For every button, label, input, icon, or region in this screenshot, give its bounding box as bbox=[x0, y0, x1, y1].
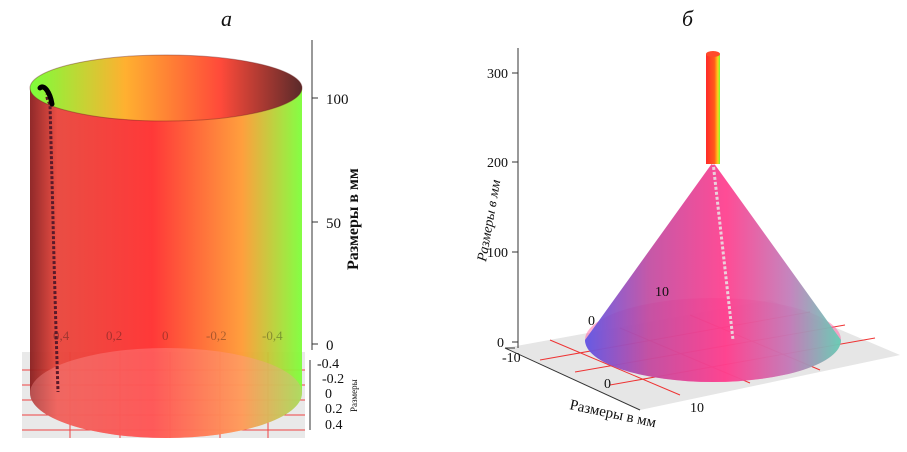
cone-seam bbox=[711, 161, 735, 341]
floor-tick: 0 bbox=[325, 387, 332, 402]
x-tick: 0 bbox=[604, 377, 611, 392]
z-tick-label: 0 bbox=[497, 336, 504, 351]
inner-tick: -0,2 bbox=[206, 328, 227, 343]
x-tick: -10 bbox=[502, 351, 521, 366]
z-tick-label: 50 bbox=[326, 216, 341, 232]
z-tick-label: 100 bbox=[487, 246, 508, 261]
cylinder-top bbox=[30, 55, 302, 121]
cone-body bbox=[585, 162, 841, 382]
inner-tick: 0,4 bbox=[53, 328, 70, 343]
z-tick-label: 300 bbox=[487, 67, 508, 82]
panel-a-floor-ticks: -0.4 -0.2 0 0.2 0.4 Размеры bbox=[309, 357, 359, 433]
floor-tick: -0.2 bbox=[322, 372, 344, 387]
z-tick-label: 0 bbox=[326, 338, 334, 354]
cylinder-body bbox=[30, 88, 302, 438]
floor-tick: 0.4 bbox=[325, 418, 343, 433]
tube-top bbox=[706, 51, 720, 57]
cylinder-bottom bbox=[30, 348, 302, 438]
y-tick: 0 bbox=[588, 314, 595, 329]
z-tick-label: 200 bbox=[487, 156, 508, 171]
panel-a: а 0,4 0,2 bbox=[22, 6, 362, 438]
panel-a-inner-ticks: 0,4 0,2 0 -0,2 -0,4 bbox=[53, 328, 283, 343]
inner-tick: 0 bbox=[162, 328, 169, 343]
edge-label: Размеры bbox=[349, 379, 359, 412]
z-tick-label: 100 bbox=[326, 92, 349, 108]
z-axis-label: Размеры в мм bbox=[345, 168, 362, 270]
panel-a-letter: а bbox=[221, 6, 232, 31]
y-tick: 10 bbox=[655, 285, 669, 300]
x-tick: 10 bbox=[690, 401, 704, 416]
panel-a-z-axis: 100 50 0 Размеры в мм bbox=[311, 40, 362, 354]
floor-tick: -0.4 bbox=[317, 357, 339, 372]
panel-b: б bbox=[475, 6, 900, 431]
inner-tick: 0,2 bbox=[106, 328, 122, 343]
inner-tick: -0,4 bbox=[262, 328, 283, 343]
thread-start bbox=[37, 84, 55, 107]
tube bbox=[706, 54, 720, 164]
panel-b-letter: б bbox=[682, 6, 694, 31]
panel-b-z-axis: 300 200 100 0 Размеры в мм bbox=[475, 48, 519, 351]
floor-tick: 0.2 bbox=[325, 402, 343, 417]
